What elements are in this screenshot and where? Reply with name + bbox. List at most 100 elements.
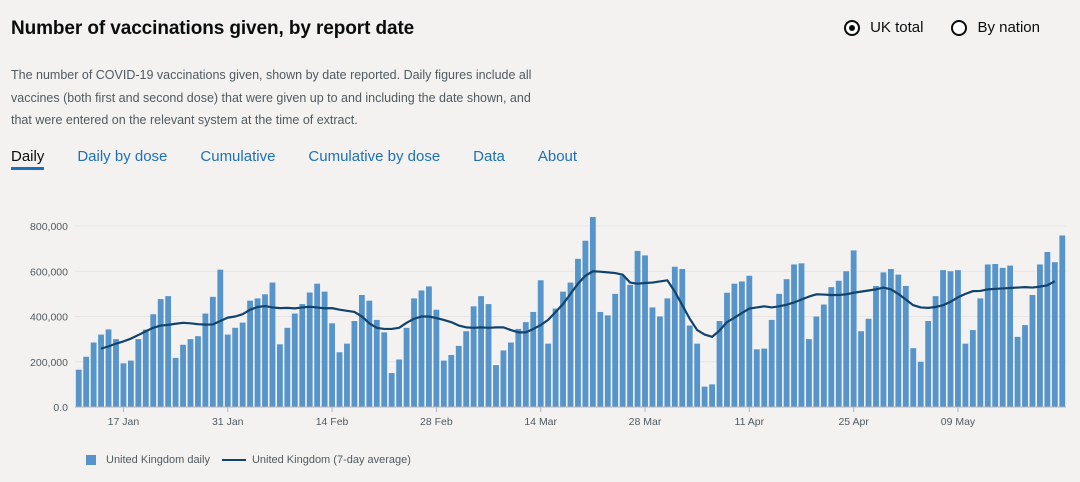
bar [1014, 336, 1021, 407]
bar [567, 282, 574, 407]
bar [999, 267, 1006, 407]
x-tick-label: 09 May [941, 416, 976, 428]
bar [575, 258, 581, 407]
bar [277, 344, 283, 407]
bar [709, 384, 715, 408]
bar [947, 271, 954, 407]
bar [701, 386, 708, 407]
bar [478, 296, 484, 407]
bar [634, 250, 641, 407]
y-tick-label: 800,000 [30, 221, 68, 233]
bar [1051, 262, 1058, 407]
bar [180, 344, 186, 407]
bar [798, 263, 805, 407]
tab-daily-by-dose[interactable]: Daily by dose [77, 148, 168, 165]
bar [224, 334, 231, 407]
bar [619, 275, 626, 407]
y-tick-label: 200,000 [30, 357, 68, 369]
bar [582, 240, 589, 407]
bar [671, 266, 678, 407]
y-tick-label: 0.0 [53, 402, 68, 414]
bar [187, 339, 194, 408]
bar [768, 319, 775, 407]
bar [232, 327, 239, 407]
bar [806, 339, 812, 408]
radio-selected-icon[interactable] [844, 19, 861, 36]
bar [105, 329, 112, 407]
bar [515, 328, 522, 407]
bar [925, 321, 932, 407]
bar [962, 343, 969, 407]
bar [910, 348, 917, 407]
bar [716, 321, 723, 407]
tab-data[interactable]: Data [473, 148, 505, 165]
bar [783, 279, 790, 407]
x-tick-label: 17 Jan [108, 416, 140, 428]
bar [604, 315, 611, 407]
radio-uk-total[interactable]: UK total [844, 19, 923, 36]
bar [537, 280, 544, 407]
bar [507, 342, 514, 407]
bar [895, 274, 902, 407]
bar [329, 323, 335, 407]
x-tick-label: 31 Jan [212, 416, 244, 428]
chart-description: The number of COVID-19 vaccinations give… [11, 68, 532, 127]
bar [90, 342, 97, 407]
bar [969, 330, 976, 407]
bar [753, 349, 760, 407]
bar [165, 296, 172, 407]
bar [83, 356, 90, 407]
x-tick-label: 14 Feb [316, 416, 349, 428]
bar [820, 304, 827, 407]
bar [291, 313, 298, 407]
chart-tabs: Daily Daily by dose Cumulative Cumulativ… [11, 148, 577, 170]
bar [396, 359, 403, 407]
bar [373, 319, 380, 407]
bar [992, 264, 999, 407]
bar [873, 285, 879, 407]
tab-daily[interactable]: Daily [11, 148, 45, 170]
legend-item-average: United Kingdom (7-day average) [221, 454, 411, 466]
bar [761, 348, 768, 407]
radio-by-nation[interactable]: By nation [951, 19, 1040, 36]
chart-legend: United Kingdom daily United Kingdom (7-d… [86, 454, 423, 466]
bar [455, 345, 462, 407]
bar [627, 284, 634, 407]
bar [522, 322, 529, 407]
bar [172, 357, 179, 407]
bar [955, 270, 961, 407]
tab-about[interactable]: About [537, 148, 578, 165]
bar [209, 296, 216, 407]
bar [113, 339, 119, 408]
bar [1029, 295, 1036, 407]
bar [262, 294, 268, 407]
average-line [100, 270, 1056, 350]
bar [880, 272, 887, 407]
legend-item-daily: United Kingdom daily [86, 454, 210, 466]
bar [142, 329, 149, 407]
bar [657, 316, 663, 407]
bar [418, 290, 425, 407]
bar [239, 322, 246, 407]
radio-unselected-icon[interactable] [951, 19, 968, 36]
x-tick-label: 28 Feb [420, 416, 453, 428]
bar [746, 275, 753, 407]
vaccinations-chart: 0.0 200,000 400,000 600,000 800,000 17 Jan 31 … [30, 216, 1066, 428]
bar [440, 360, 447, 407]
bar [344, 343, 350, 407]
y-tick-label: 400,000 [30, 312, 68, 324]
bar [843, 271, 850, 407]
tab-cumulative-by-dose[interactable]: Cumulative by dose [308, 148, 441, 165]
bar [411, 298, 417, 407]
bar [463, 331, 470, 407]
tab-cumulative[interactable]: Cumulative [200, 148, 276, 165]
radio-label-uk-total: UK total [870, 19, 924, 36]
bar [426, 286, 432, 407]
bar [589, 216, 596, 407]
bar [940, 270, 946, 407]
x-tick-label: 11 Apr [735, 416, 765, 428]
area-selector: UK total By nation [844, 19, 1040, 36]
bar [738, 281, 745, 407]
bar [694, 343, 701, 407]
bar [98, 334, 104, 407]
